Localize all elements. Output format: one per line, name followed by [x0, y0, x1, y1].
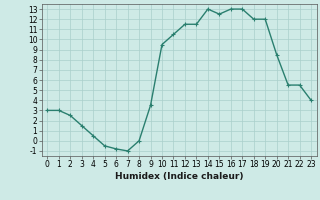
X-axis label: Humidex (Indice chaleur): Humidex (Indice chaleur): [115, 172, 244, 181]
